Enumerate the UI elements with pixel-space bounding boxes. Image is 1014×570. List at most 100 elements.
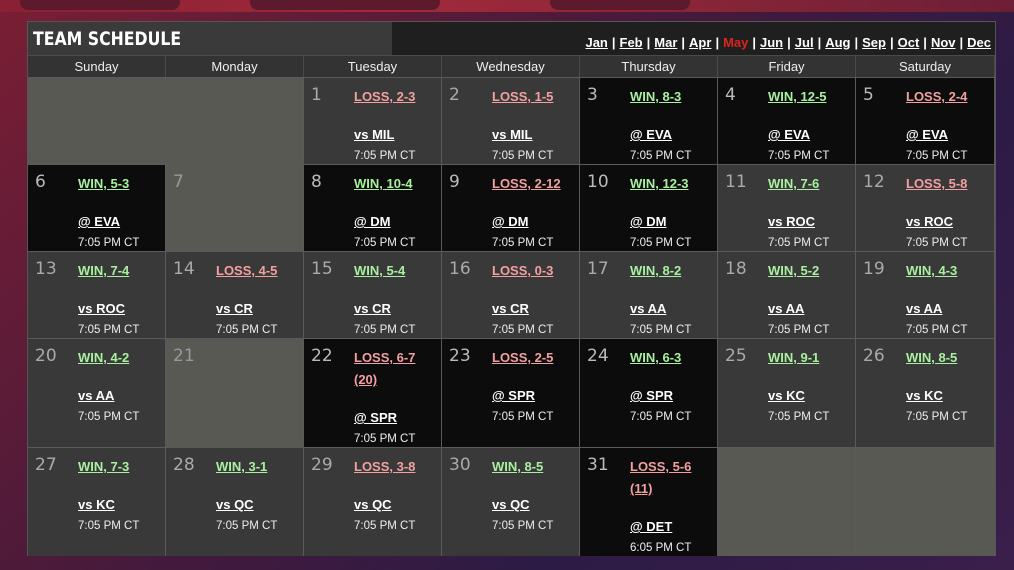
opponent-link[interactable]: vs CR (216, 301, 253, 316)
game-result-link[interactable]: WIN, 5-3 (78, 176, 130, 191)
game-result-link[interactable]: WIN, 12-5 (768, 89, 827, 104)
game-result-line[interactable]: LOSS, 5-6 (630, 459, 692, 474)
calendar-day-cell[interactable]: 26 WIN, 8-5 vs KC 7:05 PM CT (856, 338, 995, 447)
game-result-link[interactable]: WIN, 5-2 (768, 263, 820, 278)
calendar-day-cell[interactable]: 30 WIN, 8-5 vs QC 7:05 PM CT (442, 447, 580, 556)
game-result-link[interactable]: WIN, 10-4 (354, 176, 413, 191)
opponent-link[interactable]: @ EVA (906, 127, 949, 142)
game-result-link[interactable]: WIN, 4-3 (906, 263, 958, 278)
calendar-day-cell[interactable]: 27 WIN, 7-3 vs KC 7:05 PM CT (28, 447, 166, 556)
game-result-link[interactable]: LOSS, 2-4 (906, 89, 968, 104)
calendar-day-cell[interactable]: 5 LOSS, 2-4 @ EVA 7:05 PM CT (856, 77, 995, 164)
opponent-link[interactable]: @ DET (630, 519, 673, 534)
opponent-link[interactable]: vs KC (78, 497, 115, 512)
game-result-link[interactable]: LOSS, 6-7 (20) (354, 347, 434, 391)
game-result-link[interactable]: WIN, 6-3 (630, 350, 682, 365)
top-tab-center[interactable] (250, 0, 440, 10)
calendar-day-cell[interactable]: 10 WIN, 12-3 @ DM 7:05 PM CT (580, 164, 718, 251)
opponent-link[interactable]: @ SPR (354, 410, 398, 425)
game-result-link[interactable]: LOSS, 5-8 (906, 176, 968, 191)
calendar-day-cell[interactable]: 4 WIN, 12-5 @ EVA 7:05 PM CT (718, 77, 856, 164)
game-result-link[interactable]: WIN, 8-3 (630, 89, 682, 104)
opponent-link[interactable]: vs QC (354, 497, 392, 512)
calendar-day-cell[interactable]: 3 WIN, 8-3 @ EVA 7:05 PM CT (580, 77, 718, 164)
month-link-jul[interactable]: Jul (794, 35, 814, 50)
month-link-dec[interactable]: Dec (967, 35, 991, 50)
opponent-link[interactable]: vs MIL (492, 127, 533, 142)
game-result-link[interactable]: WIN, 4-2 (78, 350, 130, 365)
opponent-link[interactable]: vs ROC (768, 214, 815, 229)
calendar-day-cell[interactable]: 14 LOSS, 4-5 vs CR 7:05 PM CT (166, 251, 304, 338)
opponent-link[interactable]: vs AA (906, 301, 943, 316)
opponent-link[interactable]: @ DM (354, 214, 391, 229)
game-result-extra-innings[interactable]: (20) (354, 372, 378, 387)
month-link-jun[interactable]: Jun (760, 35, 784, 50)
calendar-day-cell[interactable]: 15 WIN, 5-4 vs CR 7:05 PM CT (304, 251, 442, 338)
game-result-link[interactable]: LOSS, 2-5 (492, 350, 554, 365)
game-result-link[interactable]: WIN, 5-4 (354, 263, 406, 278)
calendar-day-cell[interactable]: 22 LOSS, 6-7 (20) @ SPR 7:05 PM CT (304, 338, 442, 447)
game-result-link[interactable]: LOSS, 5-6 (11) (630, 456, 710, 500)
month-link-feb[interactable]: Feb (619, 35, 643, 50)
opponent-link[interactable]: vs ROC (78, 301, 125, 316)
calendar-day-cell[interactable]: 31 LOSS, 5-6 (11) @ DET 6:05 PM CT (580, 447, 718, 556)
opponent-link[interactable]: @ DM (630, 214, 667, 229)
calendar-day-cell[interactable]: 1 LOSS, 2-3 vs MIL 7:05 PM CT (304, 77, 442, 164)
game-result-link[interactable]: WIN, 12-3 (630, 176, 689, 191)
calendar-day-cell[interactable]: 2 LOSS, 1-5 vs MIL 7:05 PM CT (442, 77, 580, 164)
game-result-link[interactable]: WIN, 8-5 (492, 459, 544, 474)
month-link-aug[interactable]: Aug (825, 35, 851, 50)
calendar-day-cell[interactable]: 11 WIN, 7-6 vs ROC 7:05 PM CT (718, 164, 856, 251)
opponent-link[interactable]: @ EVA (768, 127, 811, 142)
opponent-link[interactable]: vs MIL (354, 127, 395, 142)
opponent-link[interactable]: @ SPR (492, 388, 536, 403)
calendar-day-cell[interactable]: 16 LOSS, 0-3 vs CR 7:05 PM CT (442, 251, 580, 338)
calendar-day-cell[interactable]: 23 LOSS, 2-5 @ SPR 7:05 PM CT (442, 338, 580, 447)
calendar-day-cell[interactable]: 6 WIN, 5-3 @ EVA 7:05 PM CT (28, 164, 166, 251)
month-link-apr[interactable]: Apr (689, 35, 712, 50)
game-result-link[interactable]: WIN, 7-4 (78, 263, 130, 278)
game-result-extra-innings[interactable]: (11) (630, 481, 653, 496)
opponent-link[interactable]: vs QC (492, 497, 530, 512)
opponent-link[interactable]: vs CR (354, 301, 391, 316)
game-result-line[interactable]: LOSS, 6-7 (354, 350, 416, 365)
month-link-may[interactable]: May (723, 35, 749, 50)
month-link-jan[interactable]: Jan (585, 35, 608, 50)
month-link-mar[interactable]: Mar (654, 35, 678, 50)
opponent-link[interactable]: vs QC (216, 497, 254, 512)
opponent-link[interactable]: @ EVA (630, 127, 673, 142)
game-result-link[interactable]: LOSS, 4-5 (216, 263, 278, 278)
game-result-link[interactable]: LOSS, 0-3 (492, 263, 554, 278)
calendar-day-cell[interactable]: 8 WIN, 10-4 @ DM 7:05 PM CT (304, 164, 442, 251)
opponent-link[interactable]: vs AA (78, 388, 115, 403)
calendar-day-cell[interactable]: 13 WIN, 7-4 vs ROC 7:05 PM CT (28, 251, 166, 338)
game-result-link[interactable]: WIN, 7-3 (78, 459, 130, 474)
calendar-day-cell[interactable]: 19 WIN, 4-3 vs AA 7:05 PM CT (856, 251, 995, 338)
opponent-link[interactable]: vs KC (768, 388, 805, 403)
opponent-link[interactable]: vs ROC (906, 214, 953, 229)
game-result-link[interactable]: WIN, 8-2 (630, 263, 682, 278)
opponent-link[interactable]: vs AA (768, 301, 805, 316)
opponent-link[interactable]: vs KC (906, 388, 943, 403)
calendar-day-cell[interactable]: 18 WIN, 5-2 vs AA 7:05 PM CT (718, 251, 856, 338)
opponent-link[interactable]: @ EVA (78, 214, 121, 229)
top-tab-right[interactable] (550, 0, 690, 10)
calendar-day-cell[interactable]: 29 LOSS, 3-8 vs QC 7:05 PM CT (304, 447, 442, 556)
opponent-link[interactable]: vs CR (492, 301, 529, 316)
opponent-link[interactable]: vs AA (630, 301, 667, 316)
calendar-day-cell[interactable]: 24 WIN, 6-3 @ SPR 7:05 PM CT (580, 338, 718, 447)
calendar-day-cell[interactable]: 25 WIN, 9-1 vs KC 7:05 PM CT (718, 338, 856, 447)
month-link-nov[interactable]: Nov (930, 35, 956, 50)
opponent-link[interactable]: @ DM (492, 214, 529, 229)
game-result-link[interactable]: LOSS, 1-5 (492, 89, 554, 104)
calendar-day-cell[interactable]: 17 WIN, 8-2 vs AA 7:05 PM CT (580, 251, 718, 338)
calendar-day-cell[interactable]: 9 LOSS, 2-12 @ DM 7:05 PM CT (442, 164, 580, 251)
game-result-link[interactable]: LOSS, 3-8 (354, 459, 416, 474)
calendar-day-cell[interactable]: 20 WIN, 4-2 vs AA 7:05 PM CT (28, 338, 166, 447)
calendar-day-cell[interactable]: 12 LOSS, 5-8 vs ROC 7:05 PM CT (856, 164, 995, 251)
game-result-link[interactable]: LOSS, 2-12 (492, 176, 561, 191)
game-result-link[interactable]: WIN, 9-1 (768, 350, 820, 365)
top-tab-left[interactable] (20, 0, 180, 10)
calendar-day-cell[interactable]: 28 WIN, 3-1 vs QC 7:05 PM CT (166, 447, 304, 556)
game-result-link[interactable]: LOSS, 2-3 (354, 89, 416, 104)
